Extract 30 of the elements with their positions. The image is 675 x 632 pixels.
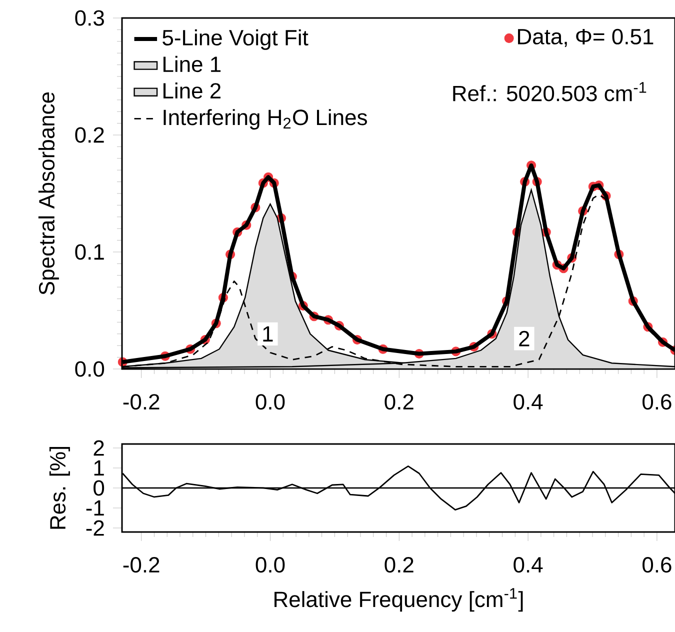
- legend-label: Data, Φ= 0.51: [518, 28, 654, 48]
- x-tick-label: 0.2: [384, 394, 414, 410]
- annotation: 2: [519, 330, 530, 346]
- y-tick-label: 2: [94, 440, 104, 456]
- x-tick-label: 0.0: [256, 557, 285, 573]
- legend-label: Line 1: [164, 56, 221, 72]
- y-axis-title: Res. [%]: [49, 446, 70, 529]
- y-tick-label: 0.3: [75, 10, 104, 26]
- x-tick-label: 0.2: [384, 557, 414, 573]
- y-axis-title: Spectral Absorbance: [38, 92, 59, 295]
- y-tick-label: -1: [86, 500, 104, 516]
- x-tick-label: 0.4: [514, 394, 543, 410]
- annotation: Ref.: 5020.503 cm$^{-1}$: [453, 82, 646, 102]
- y-tick-label: 0.2: [75, 127, 104, 143]
- y-tick-label: 0: [94, 480, 104, 496]
- annotation: 1: [263, 326, 273, 342]
- y-tick-label: -2: [86, 520, 104, 536]
- x-tick-label: 0.6: [642, 557, 672, 573]
- y-tick-label: 0.0: [75, 361, 104, 377]
- x-tick-label: 0.4: [514, 557, 543, 573]
- y-tick-label: 0.1: [75, 244, 104, 260]
- x-tick-label: -0.2: [123, 394, 160, 410]
- x-tick-label: -0.2: [123, 557, 160, 573]
- x-tick-label: 0.0: [256, 394, 285, 410]
- y-tick-label: 1: [94, 460, 104, 476]
- legend-label: Interfering H$_{2}$O Lines: [164, 109, 367, 130]
- x-axis-title: Relative Frequency [cm$^{-1}$]: [274, 588, 523, 612]
- legend-label: Line 2: [164, 82, 221, 99]
- x-tick-label: 0.6: [642, 394, 672, 410]
- legend-label: 5-Line Voigt Fit: [162, 29, 308, 50]
